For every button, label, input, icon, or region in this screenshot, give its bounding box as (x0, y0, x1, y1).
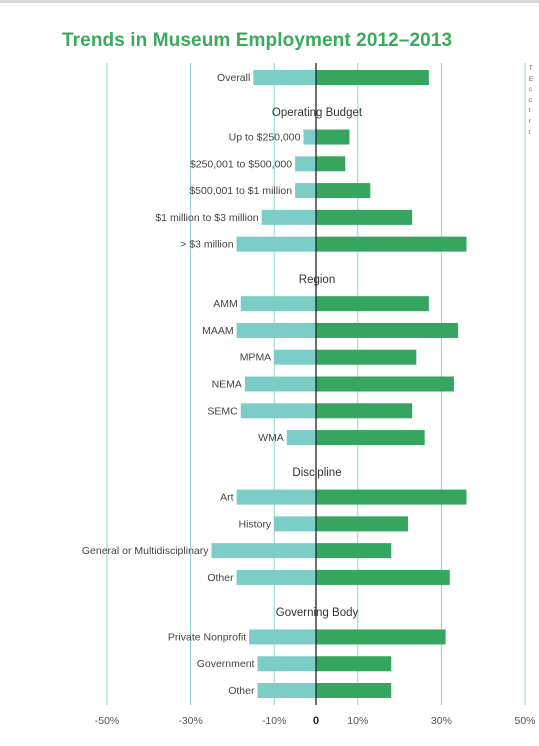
x-tick-label: -50% (95, 715, 120, 727)
increase-bar (316, 516, 408, 532)
side-text-line: c (529, 97, 532, 104)
decrease-bar (236, 569, 316, 585)
decrease-bar (274, 516, 316, 532)
category-label: $1 million to $3 million (155, 212, 258, 224)
decrease-bar (240, 296, 316, 312)
category-label: Other (207, 572, 234, 584)
group-heading: Operating Budget (272, 107, 363, 119)
category-label: History (239, 518, 272, 530)
category-label: SEMC (207, 405, 238, 417)
category-label: WMA (258, 432, 284, 444)
category-label: Up to $250,000 (229, 132, 301, 144)
increase-bar (316, 209, 413, 225)
top-border (0, 0, 539, 3)
decrease-bar (236, 236, 316, 252)
increase-bar (316, 70, 429, 85)
decrease-bar (236, 322, 316, 338)
side-text-line: t (529, 129, 531, 136)
x-tick-label: 10% (347, 715, 368, 727)
increase-bar (316, 236, 467, 252)
side-text-line: c (529, 87, 532, 94)
category-label: $500,001 to $1 million (189, 185, 292, 197)
decrease-bar (253, 70, 316, 85)
category-label: MAAM (202, 325, 234, 337)
x-tick-label: 50% (514, 715, 535, 727)
category-label: > $3 million (180, 239, 234, 251)
increase-bar (316, 656, 392, 672)
increase-bar (316, 683, 392, 698)
increase-bar (316, 489, 467, 505)
decrease-bar (295, 183, 316, 199)
side-text-line: E (529, 76, 534, 83)
chart-title: Trends in Museum Employment 2012–2013 (62, 30, 453, 51)
increase-bar (316, 296, 429, 312)
category-label: General or Multidisciplinary (82, 545, 209, 557)
increase-bar (316, 129, 350, 145)
decrease-bar (249, 629, 316, 645)
decrease-bar (240, 403, 316, 419)
group-heading: Governing Body (276, 607, 359, 619)
increase-bar (316, 376, 454, 392)
side-text-line: r (529, 118, 531, 125)
increase-bar (316, 349, 417, 365)
decrease-bar (257, 656, 316, 672)
x-tick-label: 0 (313, 715, 319, 727)
category-label: AMM (213, 298, 238, 310)
increase-bar (316, 322, 459, 338)
category-label: Other (228, 685, 255, 697)
decrease-bar (236, 489, 316, 505)
category-label: NEMA (212, 379, 242, 391)
increase-bar (316, 430, 425, 446)
decrease-bar (295, 156, 316, 172)
category-label: Private Nonprofit (168, 631, 246, 643)
increase-bar (316, 543, 392, 559)
x-tick-label: 30% (431, 715, 452, 727)
decrease-bar (244, 376, 316, 392)
side-text-line: T (529, 66, 533, 72)
x-tick-label: -10% (262, 715, 287, 727)
increase-bar (316, 629, 446, 645)
decrease-bar (261, 209, 316, 225)
category-label: $250,001 to $500,000 (190, 158, 292, 170)
category-label: Government (197, 658, 255, 670)
category-label: Art (220, 492, 234, 504)
decrease-bar (211, 543, 316, 559)
decrease-bar (286, 430, 316, 446)
increase-bar (316, 183, 371, 199)
side-text-line: t (529, 108, 531, 115)
x-tick-label: -30% (178, 715, 203, 727)
group-heading: Discipline (292, 467, 341, 479)
increase-bar (316, 403, 413, 419)
category-label: Overall (217, 72, 250, 84)
group-heading: Region (299, 274, 335, 286)
category-label: MPMA (240, 352, 272, 364)
decrease-bar (303, 129, 316, 145)
increase-bar (316, 569, 450, 585)
increase-bar (316, 156, 346, 172)
decrease-bar (274, 349, 316, 365)
decrease-bar (257, 683, 316, 698)
